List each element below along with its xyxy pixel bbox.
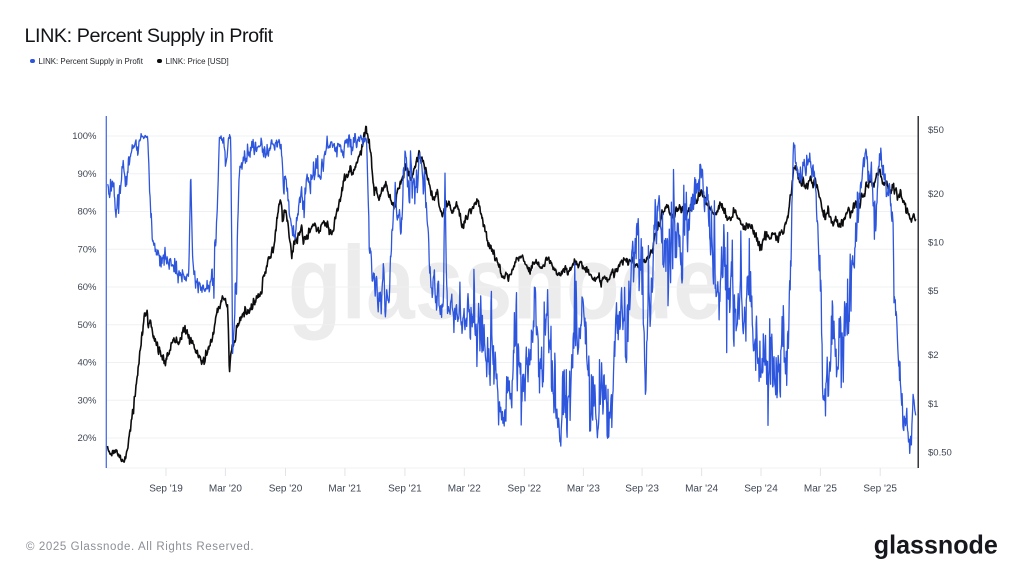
svg-text:$2: $2 [928,350,939,361]
svg-text:50%: 50% [77,320,97,331]
svg-text:60%: 60% [77,282,97,293]
svg-text:30%: 30% [77,395,97,406]
svg-text:Sep '24: Sep '24 [744,484,778,495]
svg-text:20%: 20% [77,433,97,444]
svg-text:$50: $50 [928,125,944,136]
svg-text:Sep '22: Sep '22 [507,484,541,495]
svg-text:Mar '24: Mar '24 [685,484,718,495]
svg-text:Sep '19: Sep '19 [149,484,183,495]
svg-text:Sep '20: Sep '20 [269,484,303,495]
svg-text:40%: 40% [77,358,97,369]
svg-text:Mar '22: Mar '22 [448,484,481,495]
svg-text:Mar '21: Mar '21 [328,484,361,495]
svg-text:$1: $1 [928,399,939,410]
svg-text:100%: 100% [72,131,97,142]
svg-text:Mar '23: Mar '23 [567,484,600,495]
svg-text:90%: 90% [77,169,97,180]
svg-text:Mar '25: Mar '25 [804,484,837,495]
svg-text:$20: $20 [928,189,944,200]
svg-text:Sep '23: Sep '23 [625,484,659,495]
svg-text:Sep '25: Sep '25 [863,484,897,495]
svg-text:Sep '21: Sep '21 [388,484,422,495]
svg-text:glassnode: glassnode [874,530,998,560]
svg-text:$0.50: $0.50 [928,447,952,458]
svg-text:Mar '20: Mar '20 [209,484,242,495]
svg-text:$10: $10 [928,238,944,249]
svg-text:70%: 70% [77,244,97,255]
svg-text:80%: 80% [77,207,97,218]
svg-text:$5: $5 [928,286,939,297]
